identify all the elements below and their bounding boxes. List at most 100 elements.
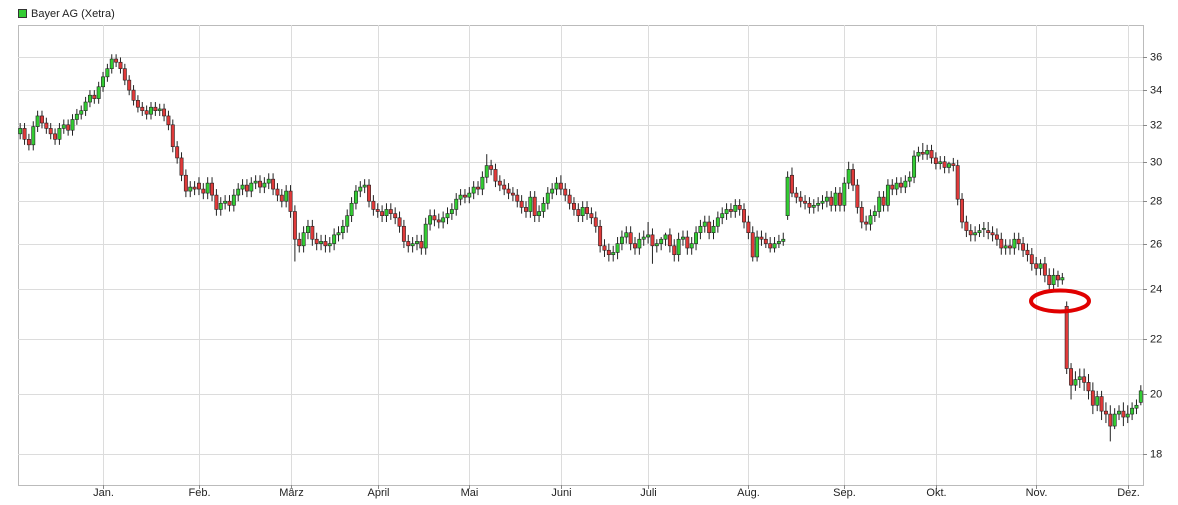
- candle-body: [986, 230, 991, 234]
- candle: [401, 219, 406, 249]
- candle-body: [406, 241, 411, 247]
- candle-body: [676, 238, 681, 256]
- legend-swatch: [18, 9, 27, 18]
- candle: [999, 232, 1004, 255]
- candle-body: [981, 228, 986, 230]
- y-tick-label: 36: [1150, 51, 1162, 63]
- candle: [554, 177, 559, 196]
- candle: [811, 199, 816, 214]
- candle-body: [933, 157, 938, 164]
- candle-body: [345, 215, 350, 227]
- candle: [201, 183, 206, 200]
- candle-body: [449, 209, 454, 214]
- candle-body: [410, 243, 415, 247]
- candle-body: [510, 192, 515, 196]
- candle-body: [476, 186, 480, 190]
- candle-body: [1025, 249, 1030, 256]
- candle: [436, 213, 441, 229]
- candle-body: [144, 110, 149, 115]
- candle: [1056, 270, 1060, 288]
- candle-body: [755, 236, 760, 258]
- candle-body: [1051, 274, 1056, 285]
- candle-body: [319, 241, 324, 244]
- candle: [715, 211, 720, 233]
- candle-body: [205, 182, 210, 194]
- candle: [846, 161, 851, 190]
- candle: [205, 177, 210, 200]
- candle-body: [1082, 376, 1087, 383]
- candle: [454, 193, 459, 216]
- candle-body: [899, 182, 903, 188]
- candle: [48, 123, 53, 140]
- candle-body: [467, 192, 472, 198]
- candle: [393, 207, 398, 225]
- candle-body: [497, 180, 502, 186]
- candle-body: [454, 198, 459, 210]
- candle-body: [768, 243, 773, 249]
- candle-body: [585, 207, 589, 214]
- candle-body: [31, 126, 36, 146]
- candle: [310, 219, 315, 246]
- candle-body: [519, 200, 524, 208]
- candle-body: [1099, 396, 1104, 412]
- candle: [79, 105, 84, 120]
- candle-body: [1090, 390, 1095, 406]
- candle-body: [816, 202, 821, 206]
- candle: [903, 175, 908, 194]
- candle: [1095, 390, 1100, 412]
- candle: [127, 75, 132, 96]
- candle-body: [35, 115, 40, 127]
- candle-body: [266, 178, 271, 184]
- candle-body: [170, 124, 175, 147]
- candle-body: [375, 209, 380, 212]
- candle: [1029, 248, 1034, 271]
- candle-body: [659, 238, 664, 244]
- candle: [358, 181, 363, 198]
- candles: [18, 54, 1143, 442]
- candle: [432, 209, 437, 227]
- candle-body: [868, 215, 873, 225]
- candle: [244, 179, 249, 198]
- y-tick-label: 22: [1150, 333, 1162, 345]
- candle-body: [253, 180, 258, 184]
- candle: [462, 189, 467, 204]
- candle: [868, 209, 873, 231]
- candle: [728, 203, 733, 218]
- candle-body: [462, 194, 467, 198]
- candle: [750, 226, 755, 262]
- candle: [676, 232, 681, 262]
- candle: [210, 177, 214, 202]
- candle: [31, 121, 36, 151]
- candle: [650, 228, 655, 264]
- candle-body: [920, 151, 925, 155]
- candle-body: [275, 188, 280, 196]
- candle-body: [641, 236, 646, 240]
- candle-body: [811, 205, 816, 208]
- candle-body: [646, 234, 651, 238]
- candle: [611, 245, 616, 262]
- candle-body: [114, 58, 119, 63]
- candle-body: [74, 113, 79, 120]
- candle-body: [881, 196, 886, 206]
- candle-body: [192, 186, 197, 190]
- candle: [236, 183, 241, 202]
- candle-body: [1016, 238, 1021, 244]
- candle-body: [964, 221, 969, 231]
- candle-body: [1047, 274, 1052, 285]
- candle: [776, 234, 781, 249]
- candle: [1086, 374, 1091, 400]
- candle-body: [26, 139, 31, 146]
- candle-body: [872, 211, 877, 216]
- candle: [1012, 232, 1017, 255]
- candle-body: [803, 200, 808, 204]
- candle-body: [367, 184, 371, 202]
- candle-body: [973, 232, 978, 236]
- candle-body: [1021, 243, 1026, 251]
- candle-body: [728, 209, 733, 212]
- candle-body: [297, 238, 302, 247]
- candle: [947, 161, 951, 174]
- candle-body: [541, 202, 546, 212]
- candle-body: [524, 207, 528, 212]
- candle: [720, 207, 725, 225]
